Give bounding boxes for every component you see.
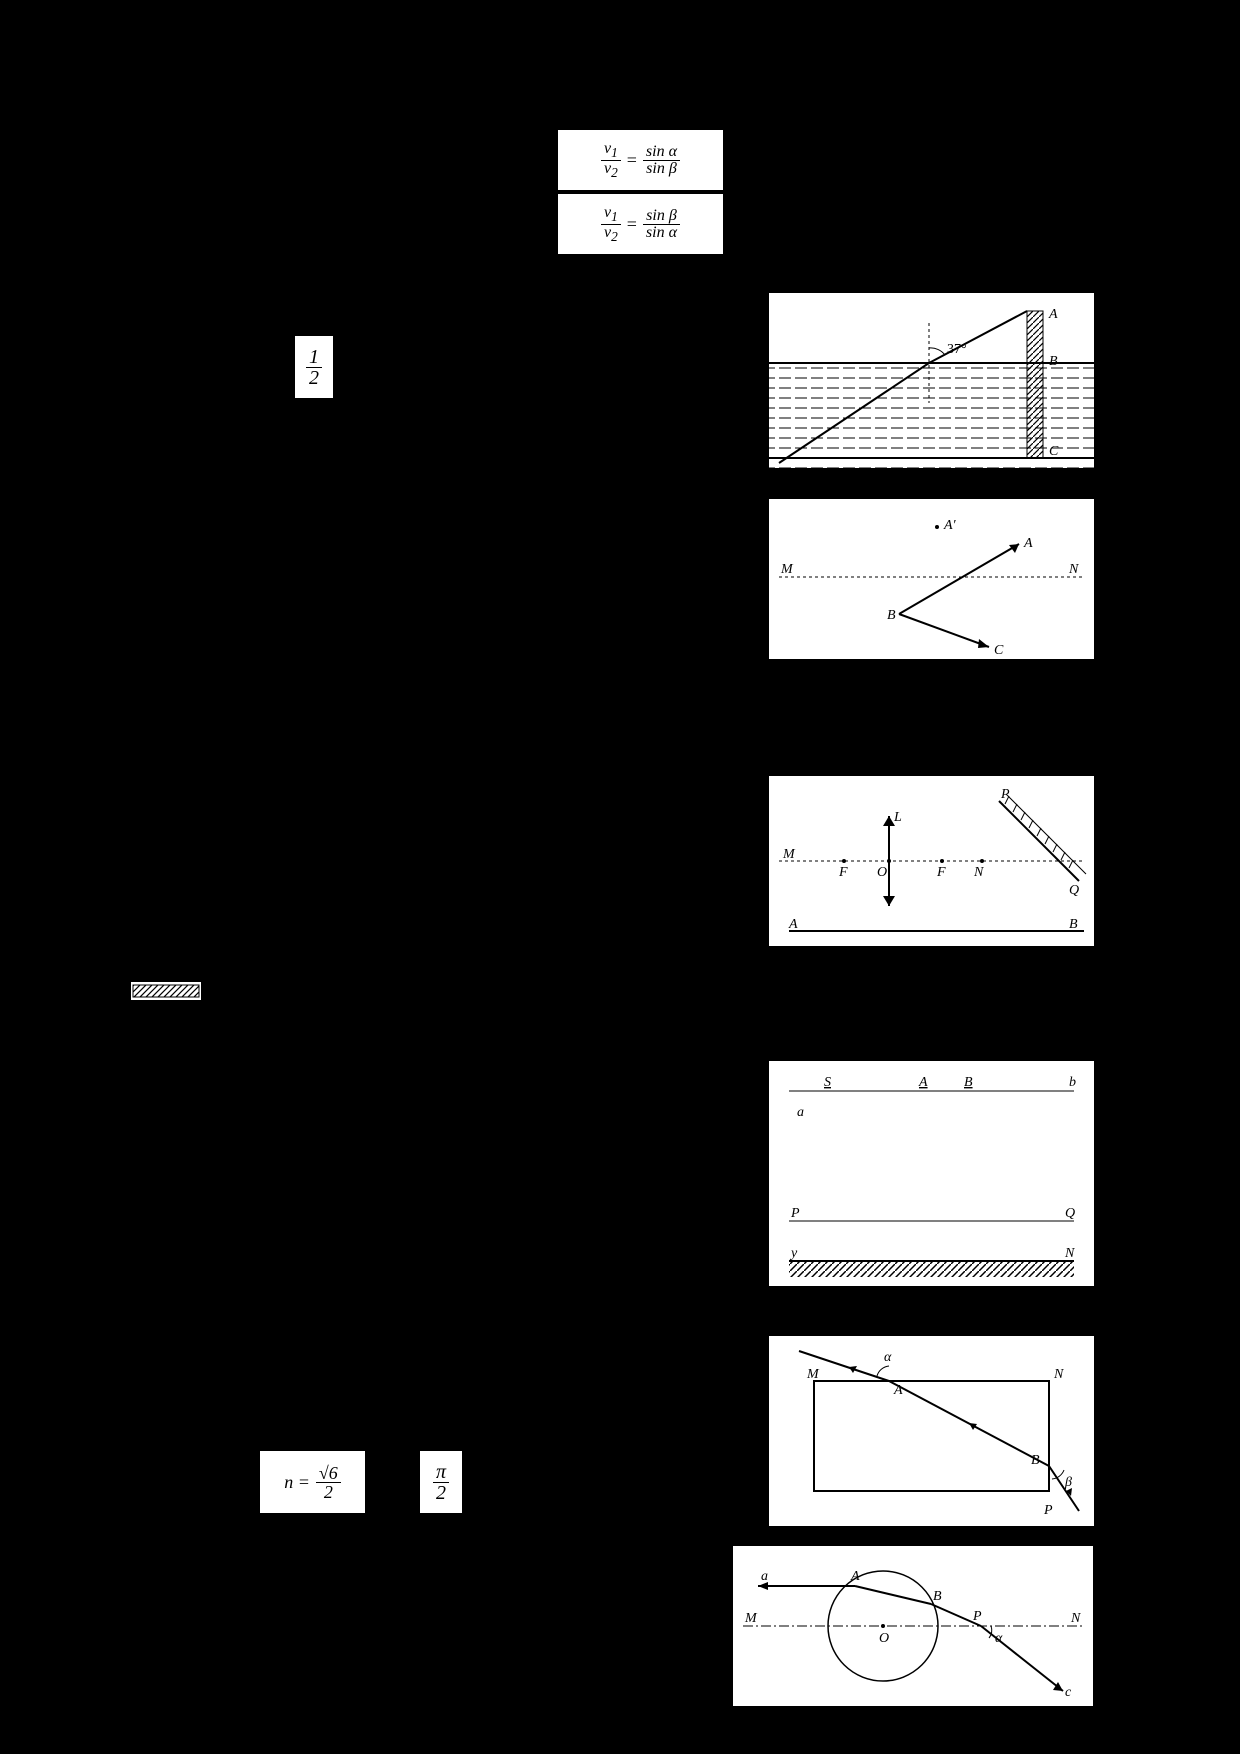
eq2-sub1: 1 <box>611 209 618 224</box>
fig4-Q: Q <box>1065 1206 1075 1221</box>
fig3-F1: F <box>838 865 848 880</box>
eq1-sub2: 2 <box>611 165 618 180</box>
half-den: 2 <box>306 368 322 388</box>
fig5-beta: β <box>1064 1475 1072 1490</box>
figure-5: M N α A B β P <box>768 1335 1095 1527</box>
fig6-A: A <box>850 1569 860 1584</box>
fig4-b: b <box>1069 1075 1076 1090</box>
fig1-B: B <box>1049 354 1058 369</box>
fraction-n: n = √6 2 <box>260 1451 365 1513</box>
eq1-num: sin α <box>643 144 680 161</box>
half-num: 1 <box>306 347 322 368</box>
fig5-B: B <box>1031 1453 1040 1468</box>
fig2-A: A <box>1023 536 1033 551</box>
fig3-M: M <box>782 847 796 862</box>
fig1-A: A <box>1048 307 1058 322</box>
fig4-y: y <box>789 1246 798 1261</box>
fig1-angle: 37° <box>947 342 967 357</box>
fig3-N: N <box>973 865 984 880</box>
n-lhs: n = <box>284 1472 310 1493</box>
fig4-P: P <box>790 1206 800 1221</box>
equation-2: v1 v2 = sin β sin α <box>558 194 723 254</box>
eq1-den: sin β <box>643 161 680 177</box>
eq2-equals: = <box>627 214 637 235</box>
fig5-P: P <box>1043 1503 1053 1518</box>
fraction-pi2: π 2 <box>420 1451 462 1513</box>
fig4-B: B <box>964 1075 973 1090</box>
fig1-C: C <box>1049 444 1059 459</box>
figure-1: 37° A B C <box>768 292 1095 469</box>
fig3-P: P <box>1000 787 1010 802</box>
fig2-B: B <box>887 608 896 623</box>
fig6-M: M <box>744 1611 758 1626</box>
fig3-O: O <box>877 865 887 880</box>
fig4-S: S <box>824 1075 831 1090</box>
figure-3: L M F O F N P Q A B <box>768 775 1095 947</box>
n-den: 2 <box>321 1483 336 1501</box>
n-num: √6 <box>316 1464 341 1483</box>
fig6-O: O <box>879 1631 889 1646</box>
fig3-L: L <box>893 810 902 825</box>
page: v1 v2 = sin α sin β v1 v2 = sin β sin α <box>0 0 1240 1754</box>
eq2-den: sin α <box>643 225 680 241</box>
fraction-half: 1 2 <box>295 336 333 398</box>
fig6-c: c <box>1065 1685 1072 1700</box>
eq2-num: sin β <box>643 208 680 225</box>
figure-4: S A B b a P Q y N <box>768 1060 1095 1287</box>
fig3-A: A <box>788 917 798 932</box>
fig6-N: N <box>1070 1611 1081 1626</box>
equation-1: v1 v2 = sin α sin β <box>558 130 723 190</box>
fig6-a: a <box>761 1569 768 1584</box>
hatch-band <box>131 982 201 1000</box>
figure-6: M N O a A B P α c <box>732 1545 1094 1707</box>
fig5-M: M <box>806 1367 820 1382</box>
fig2-M: M <box>780 562 794 577</box>
pi2-num: π <box>433 1462 449 1483</box>
fig3-B: B <box>1069 917 1078 932</box>
fig2-N: N <box>1068 562 1079 577</box>
fig2-C: C <box>994 643 1004 658</box>
figure-2: A′ M N A B C <box>768 498 1095 660</box>
fig6-B: B <box>933 1589 942 1604</box>
fig5-alpha: α <box>884 1350 892 1365</box>
fig5-N: N <box>1053 1367 1064 1382</box>
fig3-Q: Q <box>1069 883 1079 898</box>
pi2-den: 2 <box>433 1483 449 1503</box>
fig3-F2: F <box>936 865 946 880</box>
fig6-P: P <box>972 1609 982 1624</box>
eq2-sub2: 2 <box>611 229 618 244</box>
fig4-N: N <box>1064 1246 1075 1261</box>
fig4-A: A <box>918 1075 928 1090</box>
eq1-sub1: 1 <box>611 145 618 160</box>
fig2-Ap: A′ <box>943 518 957 533</box>
eq1-equals: = <box>627 150 637 171</box>
fig4-a: a <box>797 1105 804 1120</box>
